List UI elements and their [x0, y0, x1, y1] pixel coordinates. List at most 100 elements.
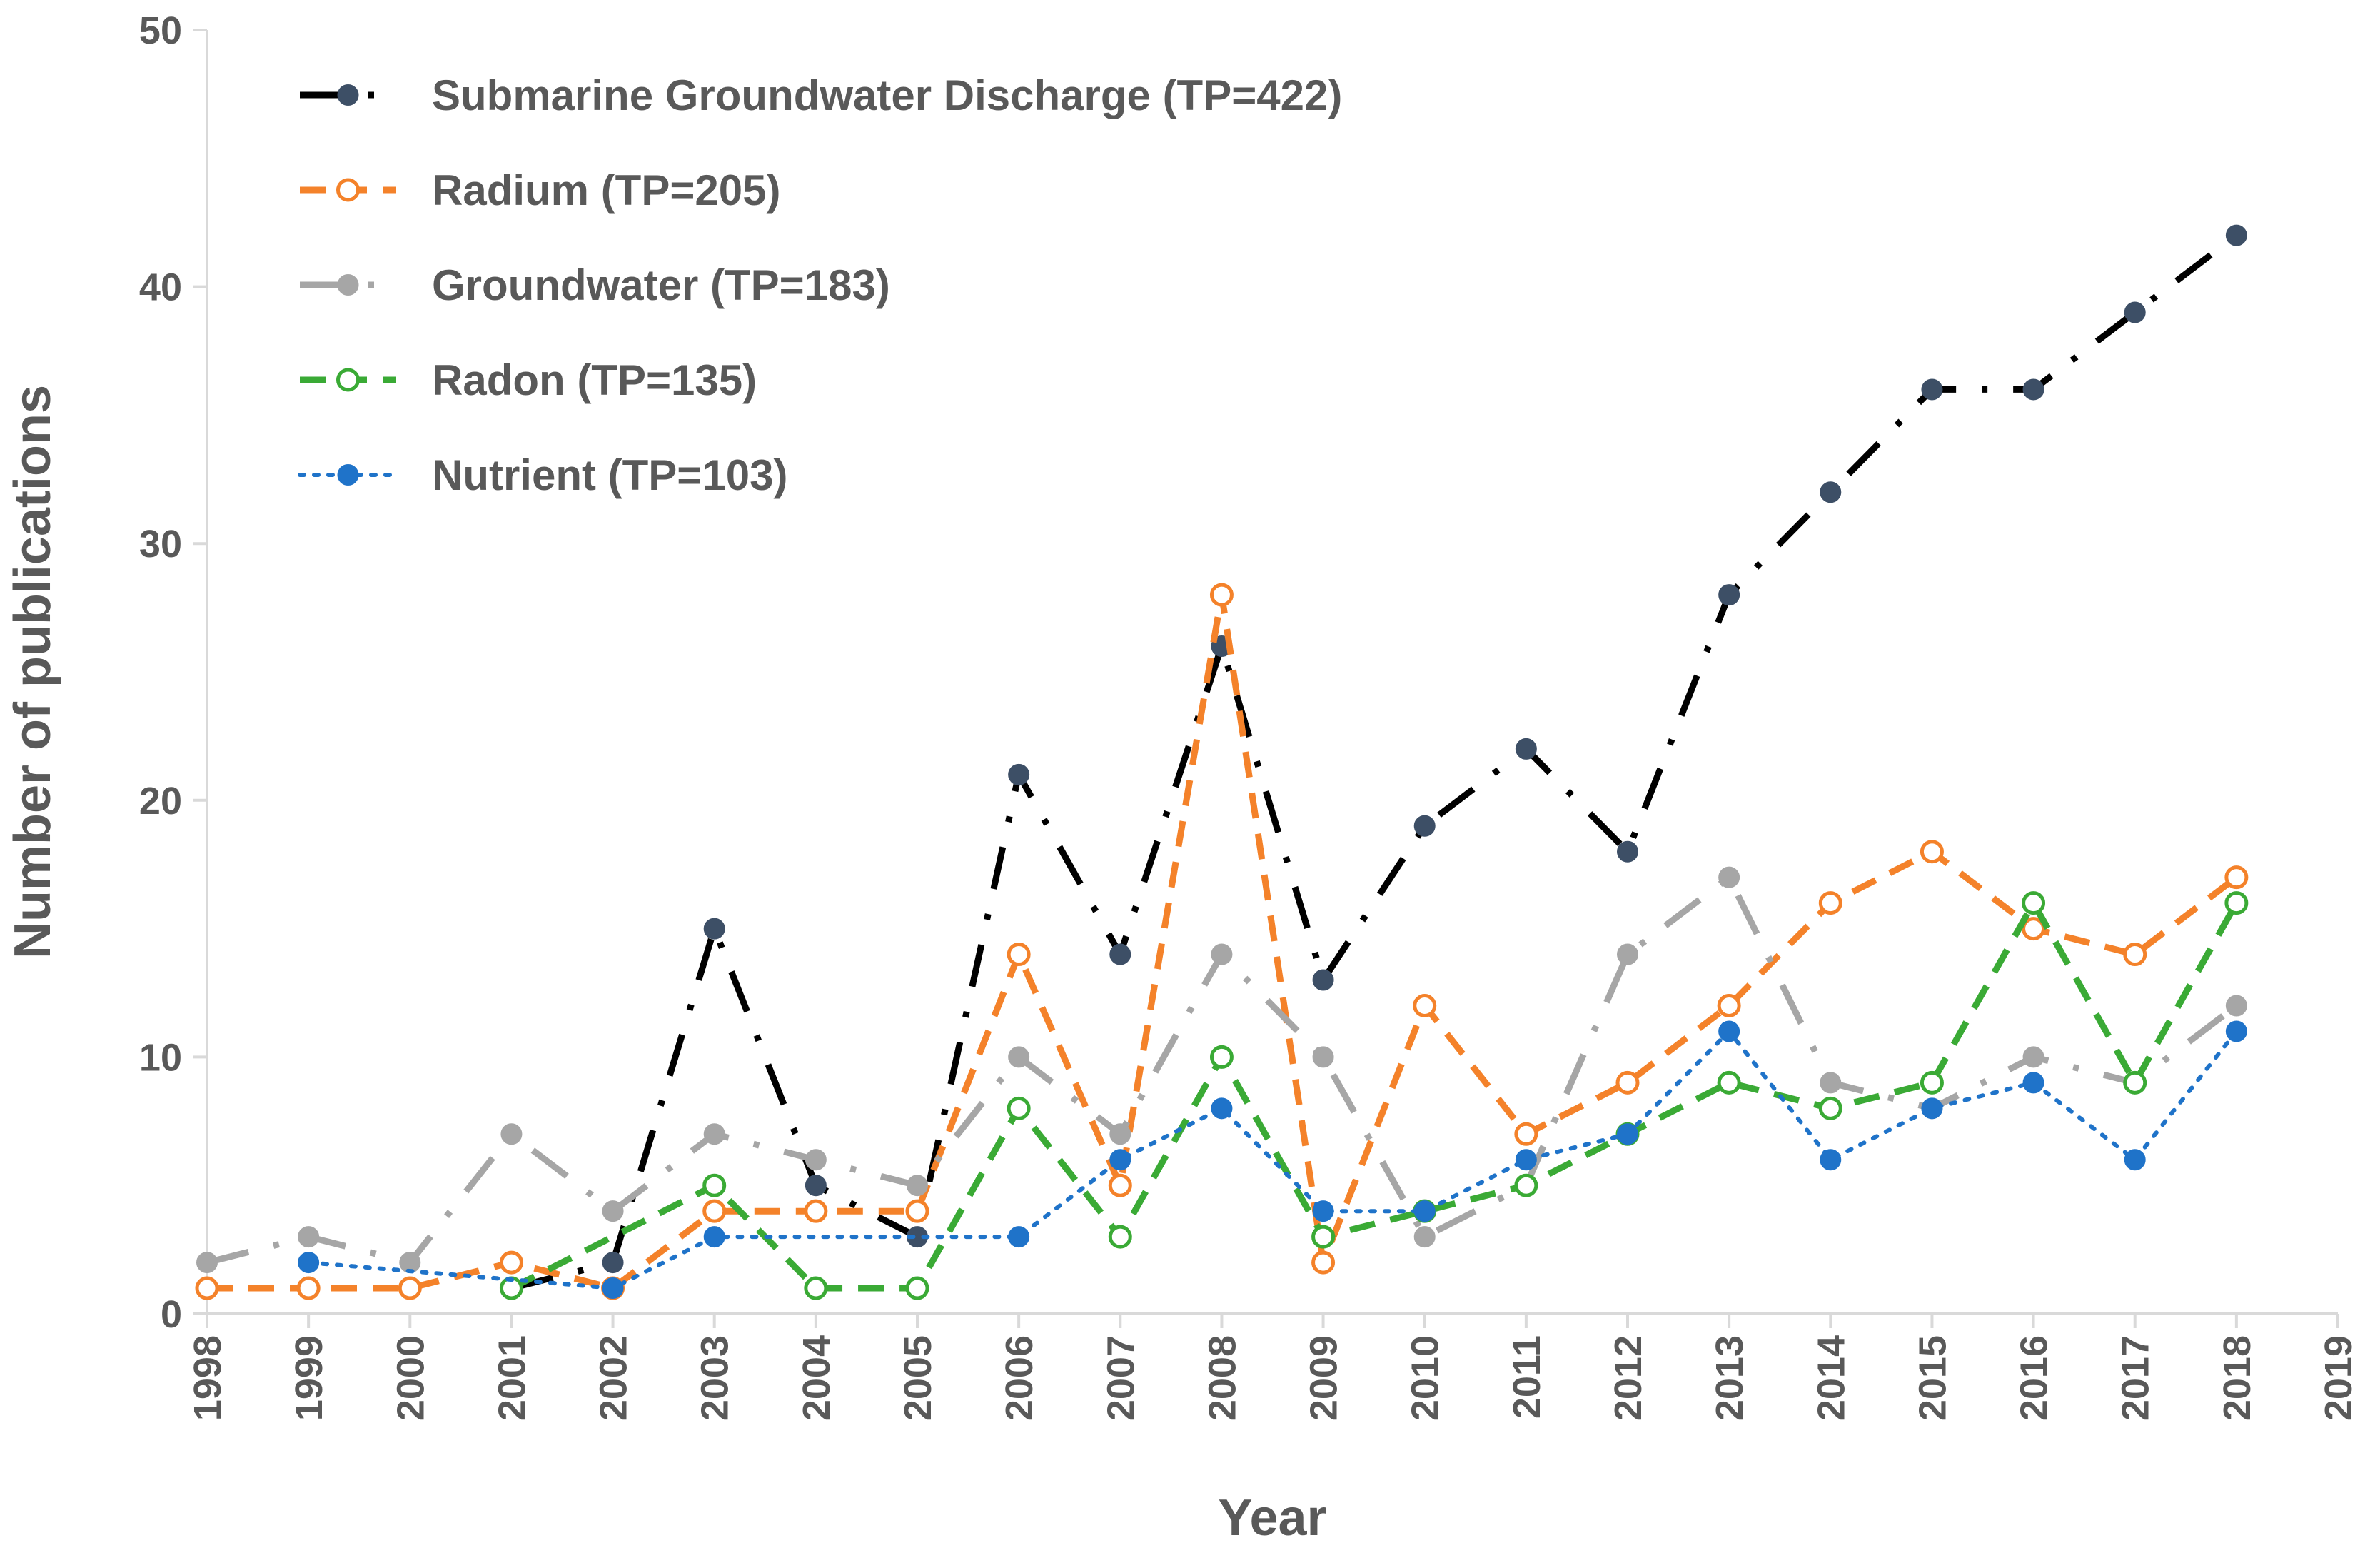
series-3	[499, 891, 2249, 1300]
data-point	[1109, 943, 1131, 965]
data-point	[2022, 1046, 2044, 1068]
data-point	[1413, 1200, 1436, 1222]
data-point	[1514, 1122, 1538, 1146]
x-tick-label: 2012	[1607, 1335, 1650, 1421]
data-point	[1007, 1096, 1031, 1120]
legend: Submarine Groundwater Discharge (TP=422)…	[298, 71, 1342, 499]
legend-item: Groundwater (TP=183)	[300, 261, 890, 309]
data-point	[702, 1173, 727, 1197]
data-point	[2022, 917, 2046, 941]
data-point	[905, 1199, 929, 1223]
data-point	[602, 1277, 624, 1300]
data-point	[805, 1175, 827, 1197]
data-point	[499, 1250, 523, 1275]
data-point	[398, 1276, 422, 1300]
y-axis-title: Number of publications	[4, 385, 61, 959]
data-point	[1211, 943, 1233, 965]
data-point	[1514, 1173, 1538, 1197]
data-point	[1818, 891, 1842, 915]
x-tick-label: 2008	[1201, 1335, 1244, 1421]
data-point	[1413, 993, 1437, 1017]
legend-item: Submarine Groundwater Discharge (TP=422)	[300, 71, 1342, 119]
data-point	[1007, 943, 1031, 967]
data-point	[1617, 840, 1638, 863]
data-point	[804, 1276, 828, 1300]
data-point	[2124, 301, 2146, 323]
x-tick-label: 2006	[998, 1335, 1041, 1421]
data-point	[1311, 1250, 1336, 1275]
data-point	[500, 1123, 523, 1145]
data-point	[1008, 1226, 1030, 1248]
legend-label: Radium (TP=205)	[432, 166, 780, 214]
data-point	[1008, 1046, 1030, 1068]
data-point	[2225, 224, 2247, 246]
legend-item: Radon (TP=135)	[300, 356, 757, 404]
x-tick-label: 2013	[1708, 1335, 1751, 1421]
x-tick-label: 2005	[897, 1335, 939, 1421]
data-point	[1109, 1149, 1131, 1171]
data-point	[1109, 1123, 1131, 1145]
x-tick-label: 1998	[186, 1335, 229, 1421]
data-point	[602, 1200, 624, 1222]
data-point	[703, 1226, 725, 1248]
data-point	[2225, 995, 2247, 1017]
data-point	[1312, 1200, 1334, 1222]
x-tick-label: 2018	[2216, 1335, 2259, 1421]
data-point	[2124, 1149, 2146, 1171]
axes: 0 10 20 30 40 50 1998 1999 2000 2001 2002 2003 2004 2…	[139, 9, 2360, 1421]
data-point	[2022, 1072, 2044, 1094]
x-tick-label: 2015	[1911, 1335, 1954, 1421]
x-tick-label: 2011	[1506, 1335, 1548, 1419]
x-tick-label: 2003	[694, 1335, 737, 1421]
series-layer	[195, 224, 2249, 1300]
data-point	[804, 1199, 828, 1223]
data-point	[805, 1149, 827, 1171]
data-point	[1515, 738, 1537, 760]
x-tick-label: 2000	[389, 1335, 432, 1421]
data-point	[2225, 1020, 2247, 1042]
data-point	[1717, 1070, 1741, 1095]
data-point	[1312, 1046, 1334, 1068]
data-point	[1209, 583, 1234, 607]
legend-label: Submarine Groundwater Discharge (TP=422)	[432, 71, 1342, 119]
data-point	[1108, 1225, 1132, 1249]
data-point	[1615, 1070, 1640, 1095]
data-point	[2123, 1070, 2147, 1095]
legend-label: Groundwater (TP=183)	[432, 261, 890, 309]
y-tick-label: 10	[139, 1036, 182, 1079]
data-point	[702, 1199, 727, 1223]
data-point	[1920, 840, 1944, 864]
x-tick-label: 2007	[1099, 1335, 1142, 1421]
data-point	[1820, 1149, 1842, 1171]
data-point	[1820, 1072, 1842, 1094]
series-line	[510, 233, 2239, 1292]
data-point	[1211, 1097, 1233, 1120]
y-tick-label: 50	[139, 9, 182, 52]
data-point	[1921, 378, 1943, 401]
data-point	[1718, 584, 1740, 606]
data-point	[298, 1252, 320, 1274]
legend-swatch-marker	[337, 274, 359, 296]
data-point	[1617, 1123, 1638, 1145]
data-point	[703, 918, 725, 940]
data-point	[1718, 866, 1740, 888]
series-4	[298, 1020, 2247, 1300]
data-point	[905, 1276, 929, 1300]
data-point	[1718, 1020, 1740, 1042]
x-tick-label: 2019	[2317, 1335, 2360, 1421]
x-tick-label: 2001	[490, 1335, 533, 1421]
data-point	[296, 1276, 321, 1300]
x-tick-label: 1999	[288, 1335, 331, 1421]
data-point	[2224, 865, 2249, 890]
x-tick-label: 2017	[2114, 1335, 2157, 1421]
x-tick-label: 2009	[1303, 1335, 1346, 1421]
data-point	[1717, 993, 1741, 1017]
data-point	[1820, 481, 1842, 503]
data-point	[1617, 943, 1638, 965]
x-axis-title: Year	[1218, 1489, 1326, 1547]
data-point	[195, 1276, 219, 1300]
data-point	[1311, 1225, 1336, 1249]
x-tick-label: 2016	[2013, 1335, 2056, 1421]
series-2	[196, 866, 2247, 1274]
